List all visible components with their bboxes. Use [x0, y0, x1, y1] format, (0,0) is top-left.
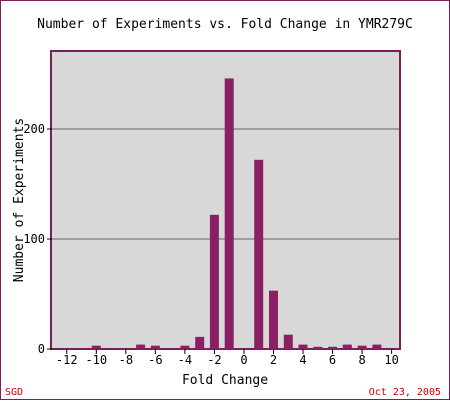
bar--3: [195, 336, 205, 349]
bar-8: [357, 345, 367, 349]
x-tick-label: 2: [270, 353, 277, 367]
x-tick-label: 0: [240, 353, 247, 367]
bar-7: [342, 344, 352, 349]
y-tick-label: 200: [23, 122, 45, 136]
bar-1: [254, 159, 264, 349]
bar-3: [283, 334, 293, 349]
bar-4: [298, 344, 308, 349]
bar-5: [313, 346, 323, 349]
x-tick-label: 10: [384, 353, 398, 367]
bars: [91, 78, 382, 350]
bar--2: [209, 214, 219, 349]
y-tick-label: 100: [23, 232, 45, 246]
bar--4: [180, 345, 190, 349]
x-tick-label: -4: [178, 353, 192, 367]
x-tick-label: 6: [329, 353, 336, 367]
x-tick-label: -6: [148, 353, 162, 367]
x-tick-label: -10: [85, 353, 107, 367]
bar--1: [224, 78, 234, 350]
x-tick-label: 8: [358, 353, 365, 367]
y-axis-label: Number of Experiments: [12, 118, 27, 282]
x-tick-label: -12: [56, 353, 78, 367]
chart-title: Number of Experiments vs. Fold Change in…: [37, 17, 413, 32]
x-axis: -12 -10 -8 -6 -4 -2 0 2 4 6 8 10: [56, 349, 399, 367]
x-tick-label: -2: [207, 353, 221, 367]
y-tick-label: 0: [38, 342, 45, 356]
footer-source: SGD: [5, 387, 23, 398]
footer-date: Oct 23, 2005: [369, 387, 441, 398]
bar--10: [91, 345, 101, 349]
bar--6: [150, 345, 160, 349]
x-tick-label: 4: [299, 353, 306, 367]
bar-6: [328, 346, 338, 349]
bar-2: [269, 290, 278, 349]
bar--7: [136, 344, 146, 349]
x-axis-label: Fold Change: [182, 373, 268, 388]
bar-9: [372, 344, 382, 349]
x-tick-label: -8: [119, 353, 133, 367]
y-axis: 0 100 200: [23, 122, 52, 356]
